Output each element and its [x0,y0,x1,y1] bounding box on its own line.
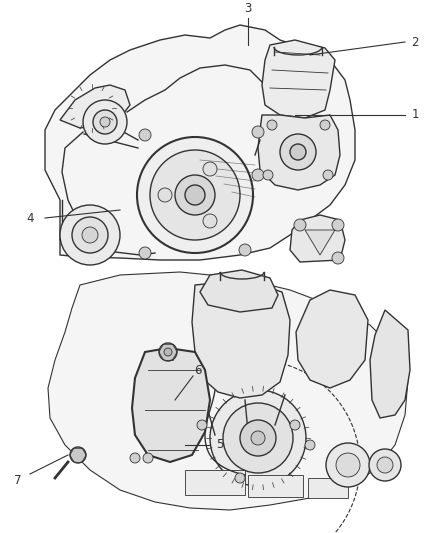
Circle shape [143,453,153,463]
Polygon shape [290,215,345,262]
Circle shape [150,150,240,240]
Circle shape [294,219,306,231]
Text: 3: 3 [244,2,252,14]
Circle shape [203,214,217,228]
Polygon shape [60,85,130,128]
Circle shape [267,120,277,130]
Circle shape [336,453,360,477]
Circle shape [100,117,110,127]
Circle shape [72,217,108,253]
Circle shape [223,403,293,473]
Circle shape [164,348,172,356]
Circle shape [175,175,215,215]
Text: 7: 7 [14,473,22,487]
Polygon shape [262,40,335,118]
Polygon shape [296,290,368,388]
Circle shape [235,473,245,483]
Polygon shape [200,270,278,312]
Circle shape [377,457,393,473]
Circle shape [139,247,151,259]
Polygon shape [370,310,410,418]
Text: 5: 5 [216,439,224,451]
Bar [248,475,303,497]
Circle shape [305,440,315,450]
Circle shape [185,185,205,205]
Circle shape [158,188,172,202]
Circle shape [130,453,140,463]
Circle shape [280,134,316,170]
Circle shape [210,390,306,486]
Circle shape [93,110,117,134]
Text: 1: 1 [411,109,419,122]
Circle shape [332,252,344,264]
Polygon shape [45,25,355,260]
Circle shape [239,244,251,256]
Polygon shape [305,230,335,255]
Circle shape [252,169,264,181]
Bar [308,478,348,498]
Circle shape [197,420,207,430]
Circle shape [137,137,253,253]
Circle shape [139,129,151,141]
Circle shape [240,420,276,456]
Circle shape [290,420,300,430]
Circle shape [60,205,120,265]
Circle shape [252,126,264,138]
Circle shape [203,162,217,176]
Circle shape [263,170,273,180]
Circle shape [70,447,86,463]
Circle shape [332,219,344,231]
Polygon shape [132,348,210,462]
Text: 4: 4 [26,212,34,224]
Bar [185,470,245,495]
Circle shape [159,343,177,361]
Circle shape [320,120,330,130]
Circle shape [82,227,98,243]
Polygon shape [192,280,290,398]
Polygon shape [48,272,408,510]
Circle shape [290,144,306,160]
Circle shape [369,449,401,481]
Text: 2: 2 [411,36,419,49]
Circle shape [323,170,333,180]
Text: 6: 6 [194,364,202,376]
Circle shape [326,443,370,487]
Circle shape [83,100,127,144]
Circle shape [251,431,265,445]
Polygon shape [258,115,340,190]
